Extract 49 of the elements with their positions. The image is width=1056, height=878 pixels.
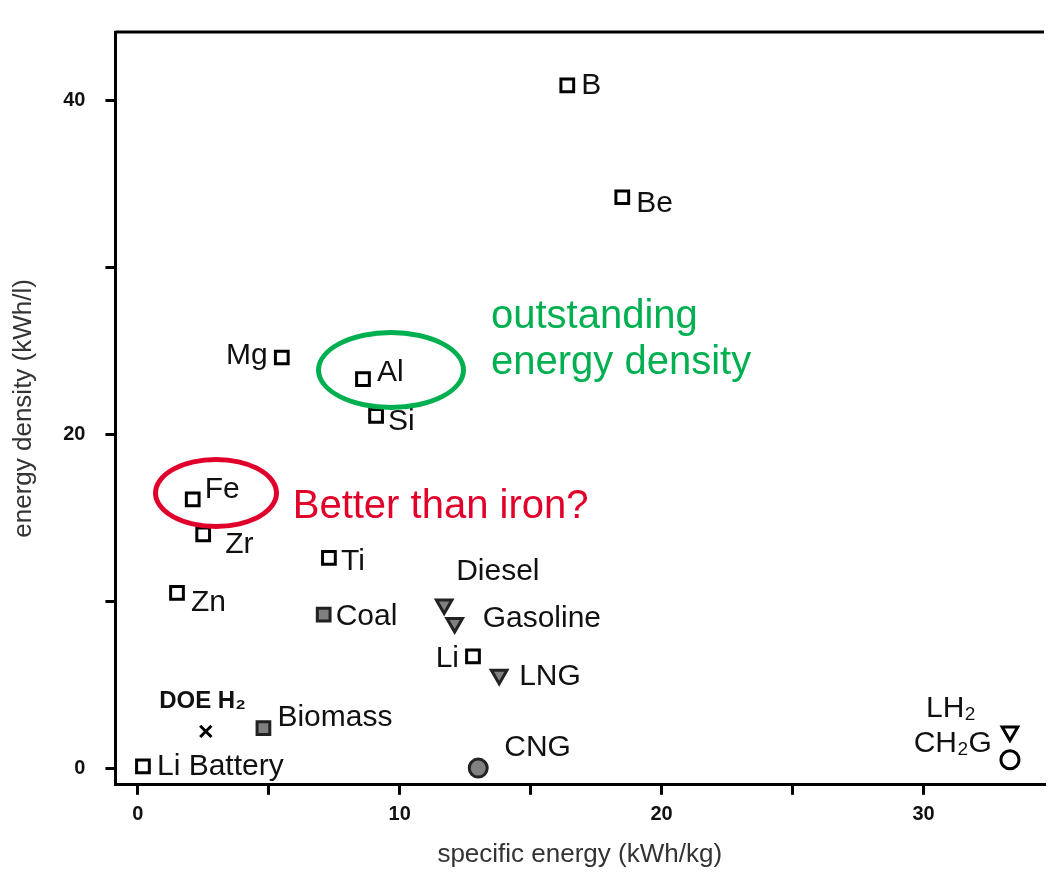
series-label: Coal (335, 597, 398, 631)
annotation: Better than iron? (292, 481, 590, 528)
series-label: Gasoline (482, 600, 602, 634)
series-label: Fe (204, 470, 240, 504)
series-label: Li Battery (156, 747, 284, 781)
series-label: DOE H₂ (159, 686, 246, 714)
point (135, 758, 151, 775)
series-label: Biomass (277, 699, 393, 733)
point (465, 648, 481, 665)
series-label: B (581, 66, 602, 100)
series-label: LH₂ (925, 689, 976, 723)
series-label: CNG (504, 729, 571, 763)
series-label: Zn (191, 584, 227, 618)
point (355, 371, 371, 388)
series-label: Be (636, 184, 673, 218)
series-label: CH₂G (913, 725, 992, 759)
series-label: Li (435, 639, 459, 673)
series-label: Al (376, 354, 404, 388)
y-tick-label: 0 (74, 755, 86, 778)
point (195, 526, 212, 543)
series-label: LNG (519, 657, 581, 691)
y-tick-label: 20 (63, 421, 86, 444)
point (255, 720, 272, 736)
point (273, 349, 290, 366)
point (1000, 725, 1020, 742)
series-label: Ti (340, 543, 365, 577)
series-label: Diesel (456, 552, 540, 586)
point (315, 606, 332, 623)
point (321, 549, 337, 566)
x-tick-label: 0 (132, 802, 144, 825)
point (467, 757, 489, 779)
x-axis-title: specific energy (kWh/kg) (437, 837, 723, 868)
y-axis-title: energy density (kWh/l) (6, 279, 37, 538)
annotation: outstanding energy density (490, 291, 753, 384)
point (445, 616, 464, 634)
point (614, 189, 631, 206)
point (999, 749, 1021, 771)
series-label: Mg (226, 336, 268, 370)
series-label: Si (388, 403, 415, 437)
x-tick-label: 10 (388, 802, 411, 825)
point (184, 491, 201, 508)
point (368, 408, 384, 424)
point (169, 584, 185, 601)
x-tick-label: 20 (650, 802, 673, 825)
series-label: Zr (225, 525, 254, 559)
x-tick-label: 30 (912, 802, 935, 825)
y-tick-label: 40 (63, 87, 86, 110)
point (559, 77, 576, 94)
point (198, 724, 213, 739)
